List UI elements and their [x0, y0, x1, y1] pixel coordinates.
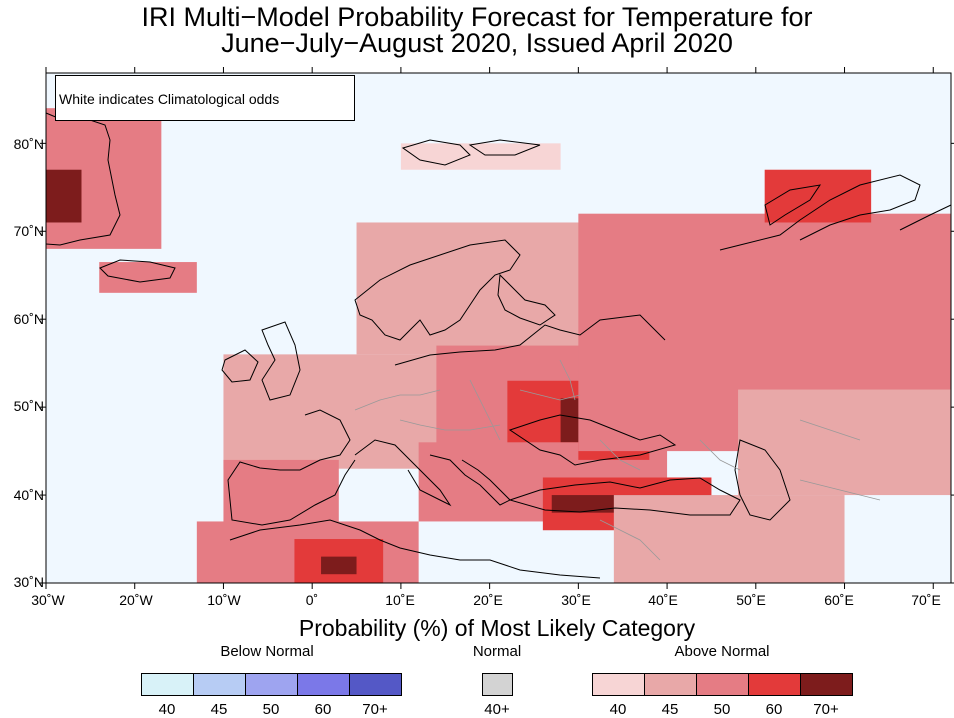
- climatological-odds-note: White indicates Climatological odds: [55, 75, 355, 121]
- legend-caption: Probability (%) of Most Likely Category: [298, 615, 696, 641]
- lat-label-40n: 40˚N: [13, 487, 44, 503]
- above-normal-swatch: [592, 673, 645, 696]
- above-normal-swatch: [748, 673, 801, 696]
- below-normal-swatch: [193, 673, 246, 696]
- lon-label-0: 0˚: [305, 592, 319, 608]
- title-line-1: IRI Multi−Model Probability Forecast for…: [141, 2, 813, 32]
- lat-label-70n: 70˚N: [13, 223, 44, 239]
- title-line-2: June−July−August 2020, Issued April 2020: [221, 28, 733, 58]
- lon-label-60e: 60˚E: [824, 592, 854, 608]
- normal-label: Normal: [472, 643, 522, 660]
- below-normal-tick-label: 45: [210, 701, 228, 718]
- region-kazakhstan: [738, 389, 951, 496]
- lon-label-70e: 70˚E: [911, 592, 941, 608]
- lon-label-50e: 50˚E: [736, 592, 766, 608]
- above-normal-tick-label: 60: [765, 701, 783, 718]
- lat-label-30n: 30˚N: [13, 574, 44, 590]
- above-normal-swatch: [696, 673, 749, 696]
- lon-label-20w: 20˚W: [119, 592, 153, 608]
- coastlines: [45, 112, 952, 579]
- region-scandinavia: [356, 222, 588, 355]
- above-normal-swatch: [800, 673, 853, 696]
- below-normal-swatch: [141, 673, 194, 696]
- lon-label-30w: 30˚W: [31, 592, 65, 608]
- lon-label-30e: 30˚E: [561, 592, 591, 608]
- above-normal-tick-label: 50: [713, 701, 731, 718]
- region-iberia: [223, 459, 339, 531]
- lon-label-40e: 40˚E: [648, 592, 678, 608]
- above-normal-tick-label: 70+: [813, 701, 839, 718]
- country-borders: [354, 359, 881, 561]
- below-normal-tick-label: 70+: [362, 701, 388, 718]
- below-normal-tick-label: 50: [262, 701, 280, 718]
- probability-regions: [46, 108, 951, 583]
- below-normal-swatch: [245, 673, 298, 696]
- below-normal-tick-label: 40: [158, 701, 176, 718]
- below-normal-swatch: [349, 673, 402, 696]
- lon-label-10w: 10˚W: [207, 592, 241, 608]
- above-normal-tick-label: 40: [609, 701, 627, 718]
- region-sahara-peak: [321, 556, 357, 575]
- above-normal-tick-label: 45: [661, 701, 679, 718]
- below-normal-tick-label: 60: [314, 701, 332, 718]
- region-russia-north: [667, 231, 951, 293]
- lat-label-50n: 50˚N: [13, 398, 44, 414]
- region-greenland-core: [46, 169, 82, 223]
- lon-label-10e: 10˚E: [385, 592, 415, 608]
- axis-ticks: [40, 67, 954, 589]
- normal-tick-label: 40+: [484, 701, 510, 718]
- region-novaya-zemlya: [764, 169, 872, 223]
- below-normal-label: Below Normal: [220, 643, 314, 660]
- above-normal-swatch: [644, 673, 697, 696]
- above-normal-label: Above Normal: [674, 643, 770, 660]
- lon-label-20e: 20˚E: [473, 592, 503, 608]
- region-svalbard: [400, 143, 561, 170]
- region-middle-east: [613, 495, 845, 583]
- map-frame: [45, 72, 952, 584]
- normal-swatch: [482, 673, 513, 696]
- below-normal-swatch: [297, 673, 350, 696]
- lat-label-60n: 60˚N: [13, 311, 44, 327]
- lat-label-80n: 80˚N: [13, 136, 44, 152]
